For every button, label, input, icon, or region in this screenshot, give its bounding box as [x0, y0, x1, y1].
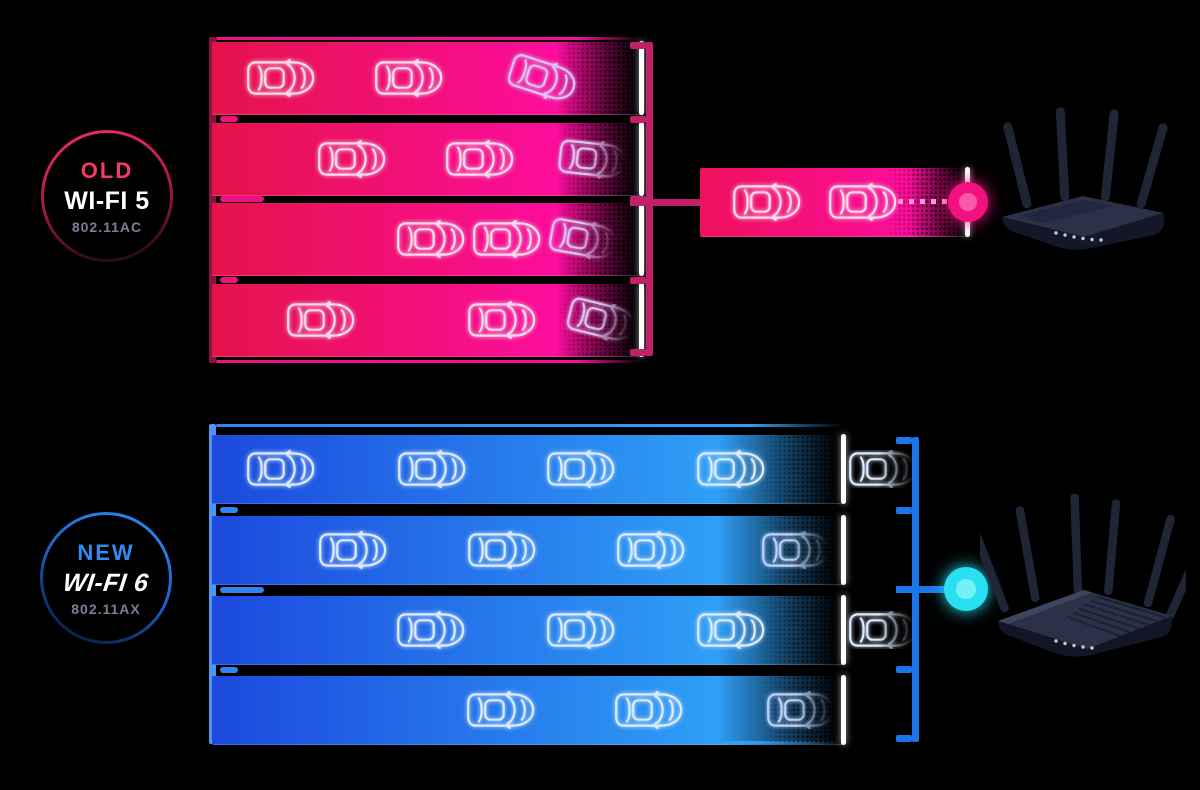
- wifi6-badge-tag: NEW: [77, 539, 135, 565]
- car-icon: [613, 691, 683, 729]
- router-antennas: [1003, 107, 1168, 209]
- bracket-tick: [896, 735, 912, 742]
- wifi6-badge-inner: NEW WI-FI 6 802.11AX: [43, 515, 169, 641]
- bracket-tick: [630, 42, 646, 49]
- wifi5-connector: [630, 199, 700, 206]
- wifi5-badge-title: WI-FI 5: [64, 186, 150, 215]
- lane-fade-dither: [760, 596, 840, 664]
- router-antennas: [980, 494, 1186, 621]
- car-icon: [847, 611, 917, 649]
- car-icon: [760, 531, 830, 569]
- wifi5-lane-1: [212, 41, 644, 115]
- bracket-tick: [896, 437, 912, 444]
- wifi6-lane-4: [212, 675, 846, 745]
- router-vent-ridges: [1066, 595, 1166, 639]
- wifi6-badge: NEW WI-FI 6 802.11AX: [40, 512, 172, 644]
- car-icon: [396, 450, 466, 488]
- car-icon: [545, 611, 615, 649]
- car-icon: [695, 611, 765, 649]
- lane-divider-dash: [220, 116, 238, 122]
- wifi5-lane-2: [212, 122, 644, 196]
- lane-fade-dither: [760, 516, 840, 584]
- signal-dot-core: [959, 193, 977, 211]
- lane-left-strip: [209, 37, 216, 363]
- car-icon: [317, 531, 387, 569]
- lane-divider-dash: [220, 667, 238, 673]
- wifi5-badge-subtitle: 802.11AC: [71, 218, 143, 235]
- lane-fade-dither: [760, 435, 840, 503]
- lane-divider-dash: [220, 277, 238, 283]
- lane-divider-dash: [220, 587, 264, 593]
- car-icon: [847, 450, 917, 488]
- lane-end-cap: [639, 283, 644, 357]
- wifi5-badge: OLD WI-FI 5 802.11AC: [41, 130, 173, 262]
- lane-rail-top: [216, 424, 844, 427]
- lane-fade-dither: [760, 676, 840, 744]
- lane-end-cap: [841, 515, 846, 585]
- wifi6-lane-1: [212, 434, 846, 504]
- lane-divider-dash: [220, 507, 238, 513]
- car-icon: [465, 691, 535, 729]
- router-leds: [1054, 639, 1094, 650]
- wifi6-lane-3: [212, 595, 846, 665]
- car-icon: [765, 691, 835, 729]
- lane-fade-dither: [558, 42, 638, 114]
- wifi5-signal-dot: [948, 182, 988, 222]
- lane-rail-top: [216, 37, 642, 40]
- car-icon: [466, 531, 536, 569]
- lane-rail-bottom: [216, 360, 642, 363]
- car-icon: [245, 450, 315, 488]
- lane-end-cap: [639, 202, 644, 276]
- wifi6-signal-dot: [944, 567, 988, 611]
- bracket-tick: [896, 507, 912, 514]
- bracket-tick: [896, 666, 912, 673]
- bracket-tick: [630, 277, 646, 284]
- wifi6-connector: [896, 586, 948, 593]
- wifi5-lane-4: [212, 283, 644, 357]
- lane-end-cap: [841, 595, 846, 665]
- car-icon: [395, 611, 465, 649]
- wifi5-lane-3: [212, 202, 644, 276]
- lane-divider-dash: [220, 196, 264, 202]
- lane-end-cap: [639, 122, 644, 196]
- wifi6-lane-2: [212, 515, 846, 585]
- router-leds: [1054, 231, 1103, 242]
- wifi5-router-image: [1002, 107, 1168, 250]
- car-icon: [695, 450, 765, 488]
- wifi5-badge-inner: OLD WI-FI 5 802.11AC: [44, 133, 170, 259]
- car-icon: [545, 450, 615, 488]
- wifi6-badge-subtitle: 802.11AX: [71, 600, 141, 617]
- signal-dot-core: [956, 579, 976, 599]
- car-icon: [615, 531, 685, 569]
- lane-end-cap: [841, 675, 846, 745]
- bracket-tick: [630, 116, 646, 123]
- lane-end-cap: [841, 434, 846, 504]
- wifi5-badge-tag: OLD: [80, 157, 134, 183]
- lane-end-cap: [639, 41, 644, 115]
- bracket-tick: [630, 349, 646, 356]
- signal-trail: [898, 199, 948, 204]
- wifi6-router-image: [980, 494, 1186, 657]
